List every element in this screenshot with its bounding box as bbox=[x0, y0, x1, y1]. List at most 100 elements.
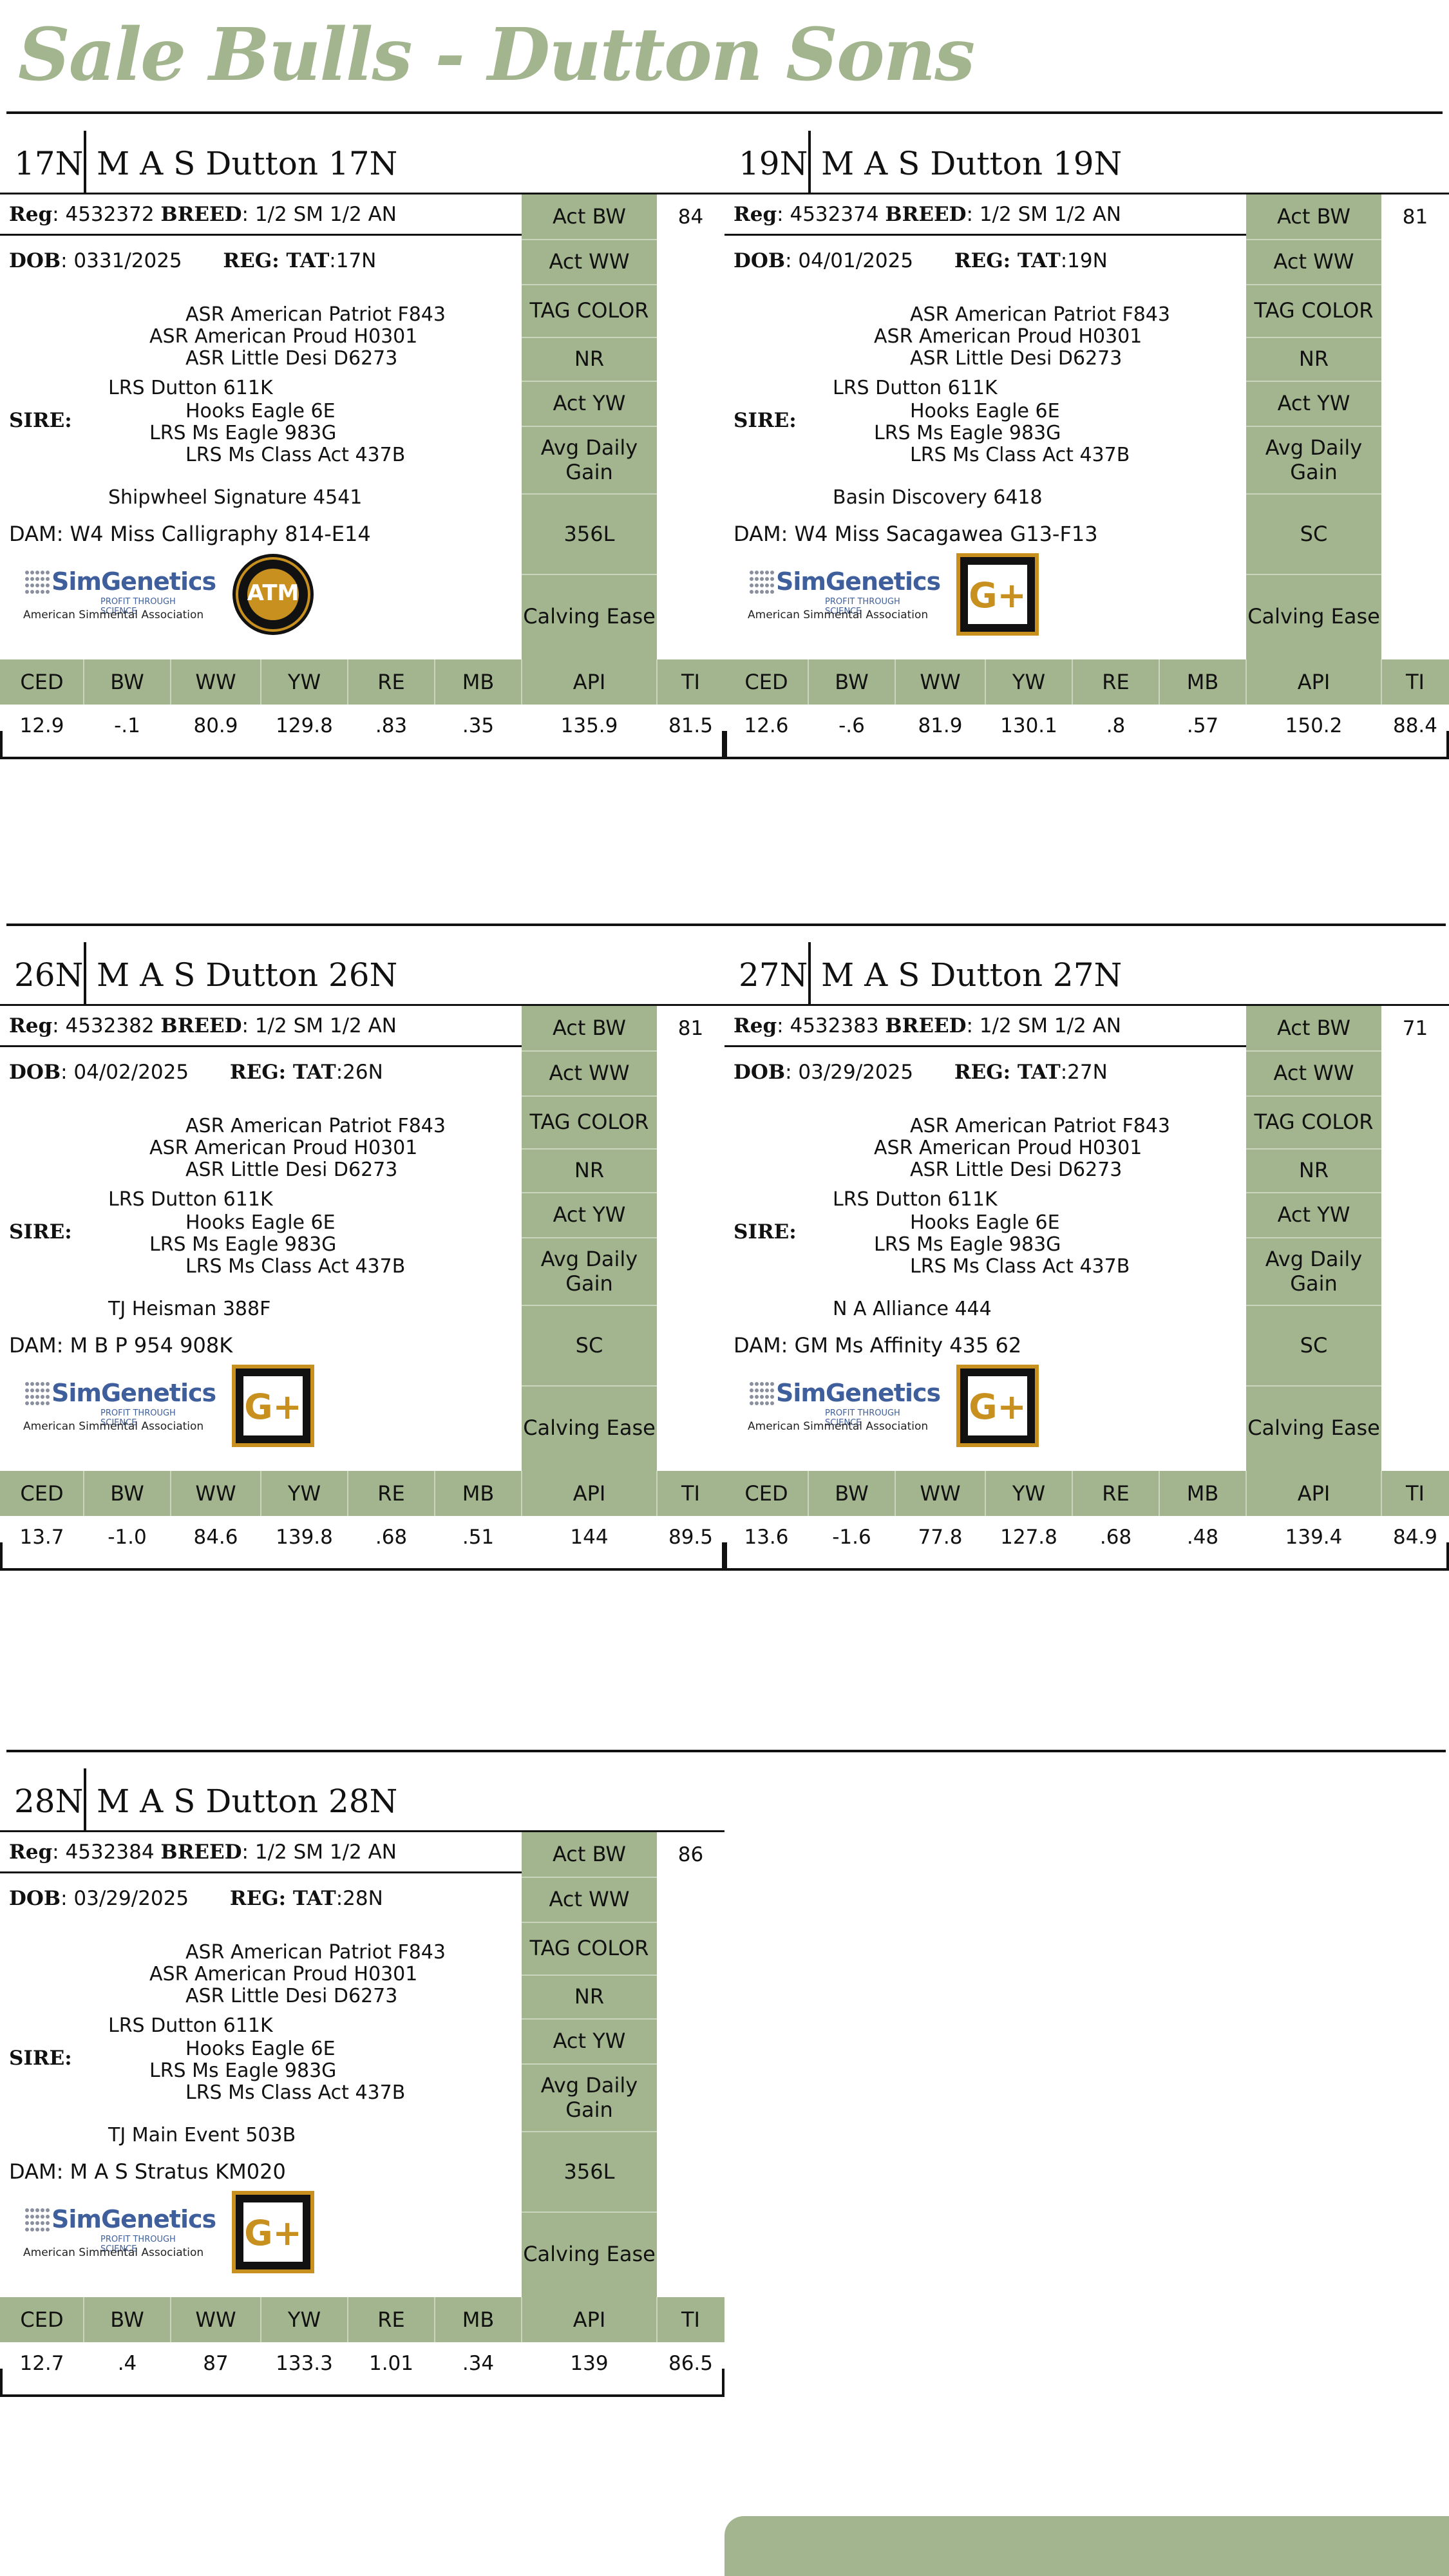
epd-divider bbox=[808, 1471, 809, 1516]
trait-divider bbox=[1246, 381, 1381, 382]
card-bottom-left bbox=[724, 731, 727, 759]
card-base bbox=[0, 2394, 724, 2397]
epd-divider bbox=[1159, 659, 1160, 705]
dob-value: 03/29/2025 bbox=[798, 1061, 914, 1084]
simgenetics-mark-icon bbox=[750, 1382, 774, 1405]
epd-header: YW bbox=[1012, 670, 1046, 694]
simgenetics-mark-icon bbox=[25, 571, 50, 594]
simgenetics-association: American Simmental Association bbox=[748, 609, 929, 621]
bull-id: 28N bbox=[14, 1783, 84, 1820]
sire-sire-sire: ASR American Patriot F843 bbox=[185, 303, 446, 326]
trait-divider bbox=[522, 2063, 657, 2065]
epd-divider bbox=[1072, 1471, 1073, 1516]
epd-header: WW bbox=[920, 1481, 961, 1506]
trait-column: Act BW Act WW TAG COLOR NR Act YW Avg Daily G… bbox=[1246, 1006, 1381, 1471]
breed-label: BREED bbox=[160, 1841, 242, 1864]
epd-value: 144 bbox=[570, 1526, 609, 1549]
dam-name: W4 Miss Calligraphy 814-E14 bbox=[70, 522, 371, 546]
header-rule bbox=[724, 193, 1449, 194]
dob-value: 04/01/2025 bbox=[798, 249, 914, 272]
epd-header: RE bbox=[1102, 1481, 1130, 1506]
trait-divider bbox=[522, 1095, 657, 1097]
header-rule bbox=[0, 1004, 724, 1006]
epd-header: TI bbox=[1406, 670, 1425, 694]
epd-header: WW bbox=[195, 2307, 236, 2332]
sire-dam-sire: Hooks Eagle 6E bbox=[185, 1211, 336, 1234]
epd-divider bbox=[521, 1471, 522, 1516]
sire-sire: ASR American Proud H0301 bbox=[874, 325, 1142, 348]
simgenetics-tagline: PROFIT THROUGH SCIENCE bbox=[100, 2235, 176, 2254]
simgenetics-association: American Simmental Association bbox=[23, 1420, 204, 1433]
simgenetics-mark-icon bbox=[750, 571, 774, 594]
trait-label: Act YW bbox=[553, 1202, 626, 1227]
trait-label: Act WW bbox=[1273, 249, 1354, 274]
trait-column: Act BW Act WW TAG COLOR NR Act YW Avg Daily G… bbox=[1246, 194, 1381, 659]
epd-value: .48 bbox=[1186, 1526, 1219, 1549]
dob-colon: : bbox=[785, 1061, 799, 1084]
simgenetics-association: American Simmental Association bbox=[748, 1420, 929, 1433]
epd-header: WW bbox=[195, 1481, 236, 1506]
act-bw-value: 84 bbox=[677, 205, 704, 229]
trait-label: NR bbox=[1298, 1158, 1329, 1183]
trait-label: Act BW bbox=[1276, 1016, 1351, 1041]
tag-colon: : bbox=[329, 249, 336, 272]
sire-label: SIRE: bbox=[9, 1220, 72, 1244]
simgenetics-tagline: PROFIT THROUGH SCIENCE bbox=[825, 1408, 900, 1428]
tag-label: REG: TAT bbox=[954, 249, 1061, 272]
reg-label: Reg bbox=[9, 1014, 53, 1037]
header-separator bbox=[84, 942, 86, 1005]
epd-header: TI bbox=[681, 670, 700, 694]
reg-label: Reg bbox=[9, 203, 53, 226]
sire-sire: ASR American Proud H0301 bbox=[149, 1137, 418, 1159]
epd-divider bbox=[347, 2297, 348, 2342]
epd-value: 133.3 bbox=[276, 2352, 333, 2375]
registration-rule bbox=[0, 234, 522, 236]
epd-header: BW bbox=[110, 670, 144, 694]
epd-divider bbox=[170, 2297, 171, 2342]
epd-value: 88.4 bbox=[1392, 714, 1438, 737]
trait-label: Act BW bbox=[552, 1016, 627, 1041]
dam-line: DAM: W4 Miss Calligraphy 814-E14 bbox=[9, 522, 371, 546]
epd-value: 13.7 bbox=[19, 1526, 64, 1549]
card-bottom-left bbox=[0, 731, 3, 759]
trait-label: Calving Ease bbox=[1247, 1416, 1380, 1441]
epd-header: RE bbox=[377, 1481, 405, 1506]
epd-header: CED bbox=[20, 1481, 64, 1506]
dob-colon: : bbox=[785, 249, 799, 272]
simgenetics-association: American Simmental Association bbox=[23, 2246, 204, 2259]
dam-name: W4 Miss Sacagawea G13-F13 bbox=[794, 522, 1098, 546]
epd-divider bbox=[1381, 1471, 1382, 1516]
sire-label: SIRE: bbox=[9, 409, 72, 432]
bull-id: 17N bbox=[14, 145, 84, 182]
card-base bbox=[0, 757, 724, 759]
dam-line: DAM: M A S Stratus KM020 bbox=[9, 2159, 286, 2184]
bull-id: 27N bbox=[739, 956, 808, 994]
epd-header: MB bbox=[462, 2307, 495, 2332]
sire-dam-dam: LRS Ms Class Act 437B bbox=[185, 444, 406, 466]
reg-number: 4532382 bbox=[65, 1014, 155, 1037]
epd-header: WW bbox=[195, 670, 236, 694]
tag-colon: : bbox=[336, 1061, 343, 1084]
breed-value: 1/2 SM 1/2 AN bbox=[979, 203, 1121, 226]
simgenetics-name: SimGenetics bbox=[52, 2205, 216, 2233]
trait-divider bbox=[1246, 1237, 1381, 1238]
card-bottom-right bbox=[1446, 731, 1449, 759]
tag-label: REG: TAT bbox=[229, 1061, 336, 1084]
bull-card-26n: 26N M A S Dutton 26N Reg: 4532382 BREED:… bbox=[0, 924, 724, 1571]
epd-value: 135.9 bbox=[560, 714, 618, 737]
trait-divider bbox=[1246, 1385, 1381, 1387]
epd-value: 1.01 bbox=[368, 2352, 414, 2375]
simgenetics-name: SimGenetics bbox=[776, 1379, 941, 1407]
registration-line: Reg: 4532382 BREED: 1/2 SM 1/2 AN bbox=[9, 1014, 397, 1037]
simgenetics-association: American Simmental Association bbox=[23, 609, 204, 621]
epd-value: 12.9 bbox=[19, 714, 64, 737]
page-title: Sale Bulls - Dutton Sons bbox=[18, 13, 975, 97]
epd-header-row: CED BW WW YW RE MB API TI bbox=[0, 659, 724, 705]
epd-value: 84.6 bbox=[193, 1526, 238, 1549]
trait-label: Act BW bbox=[552, 204, 627, 229]
tag-value: 19N bbox=[1067, 249, 1108, 272]
epd-value: 139.4 bbox=[1285, 1526, 1343, 1549]
trait-extra: 356L bbox=[564, 2159, 615, 2184]
epd-header: RE bbox=[377, 670, 405, 694]
dob-line: DOB: 03/29/2025 REG: TAT:27N bbox=[734, 1061, 1108, 1084]
